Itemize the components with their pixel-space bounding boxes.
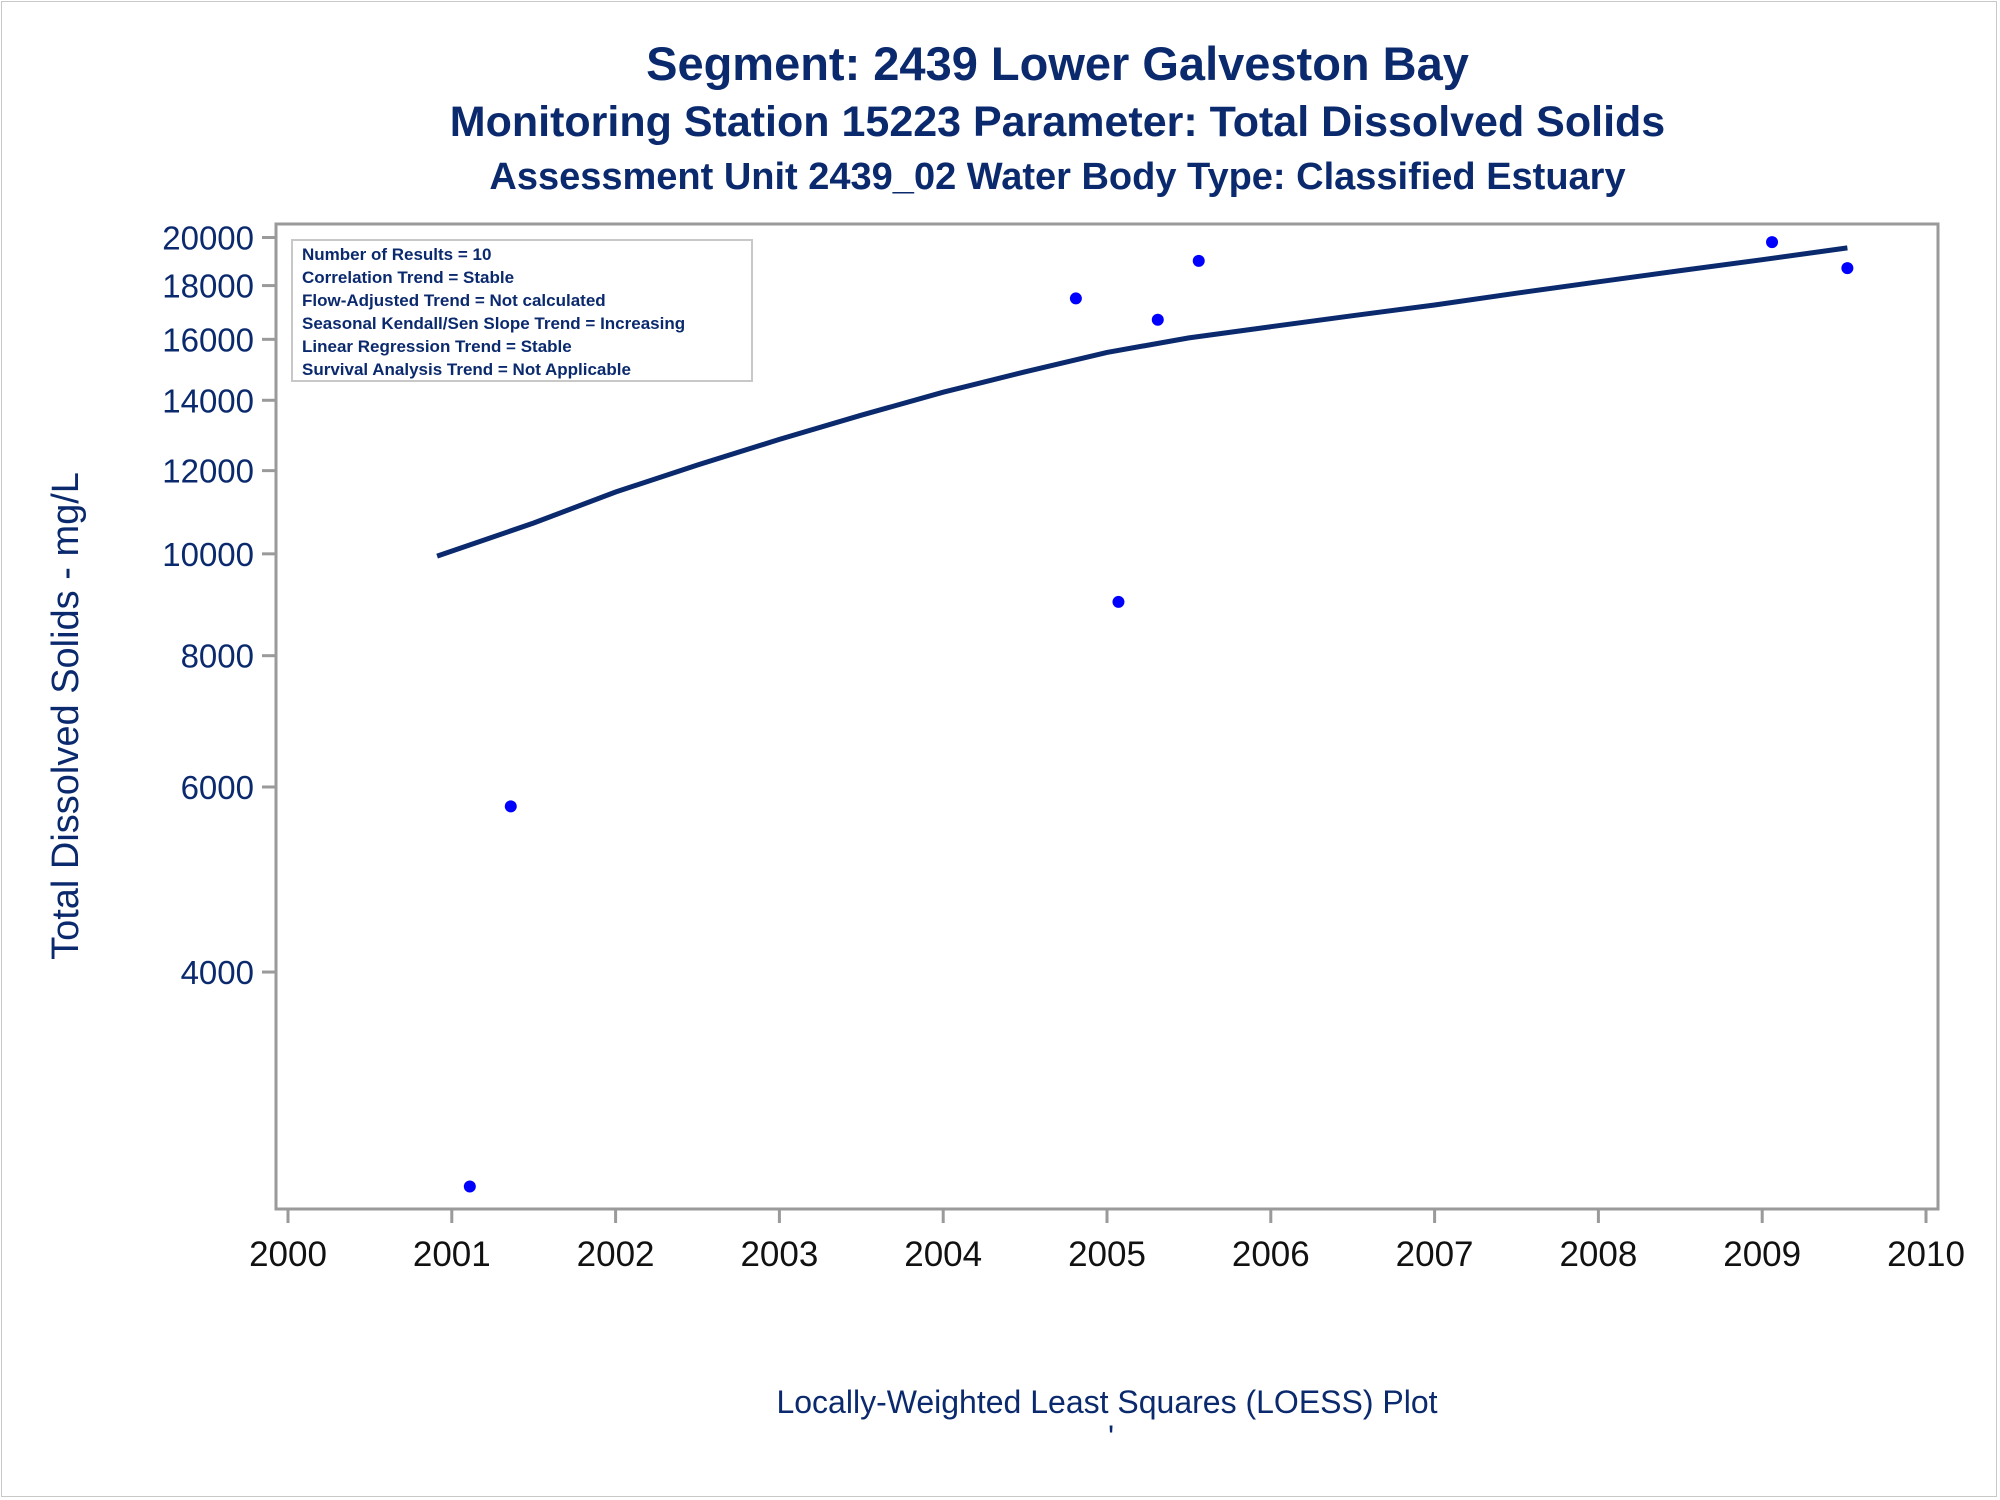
- x-tick-label-2007: 2007: [1396, 1235, 1474, 1274]
- data-point-10: [1841, 262, 1854, 275]
- x-tick-label-2003: 2003: [740, 1235, 818, 1274]
- y-tick-label-20000: 20000: [162, 219, 254, 256]
- stat-survival-analysis-trend: Survival Analysis Trend = Not Applicable: [302, 360, 631, 379]
- data-point-8: [1192, 254, 1205, 267]
- x-tick-label-2009: 2009: [1723, 1235, 1801, 1274]
- x-tick-label-2004: 2004: [904, 1235, 982, 1274]
- y-tick-label-4000: 4000: [181, 954, 254, 991]
- data-point-6: [1112, 595, 1125, 608]
- data-point-3: [504, 800, 517, 813]
- x-tick-label-2001: 2001: [413, 1235, 491, 1274]
- statistics-box-border: [291, 239, 753, 382]
- x-tick-label-2005: 2005: [1068, 1235, 1146, 1274]
- loess-trend-line: [436, 245, 1848, 559]
- x-tick-label-2010: 2010: [1887, 1235, 1965, 1274]
- data-point-9: [1766, 236, 1779, 249]
- x-tick-label-2000: 2000: [249, 1235, 327, 1274]
- x-axis-label: Locally-Weighted Least Squares (LOESS) P…: [776, 1384, 1437, 1420]
- stat-correlation-trend: Correlation Trend = Stable: [302, 268, 514, 287]
- chart-subtitle-assessment: Assessment Unit 2439_02 Water Body Type:…: [489, 156, 1626, 198]
- y-tick-label-8000: 8000: [181, 638, 254, 675]
- data-point-5: [1069, 292, 1082, 305]
- y-tick-label-10000: 10000: [162, 536, 254, 573]
- x-tick-label-2008: 2008: [1559, 1235, 1637, 1274]
- y-tick-label-12000: 12000: [162, 453, 254, 490]
- stat-linear-regression-trend: Linear Regression Trend = Stable: [302, 337, 572, 356]
- y-tick-label-16000: 16000: [162, 321, 254, 358]
- x-tick-label-2002: 2002: [577, 1235, 655, 1274]
- stat-seasonal-kendall-trend: Seasonal Kendall/Sen Slope Trend = Incre…: [302, 314, 685, 333]
- y-tick-label-6000: 6000: [181, 769, 254, 806]
- chart-subtitle-station: Monitoring Station 15223 Parameter: Tota…: [449, 98, 1666, 146]
- y-tick-label-18000: 18000: [162, 268, 254, 305]
- stat-number-of-results: Number of Results = 10: [302, 245, 491, 264]
- x-tick-label-2006: 2006: [1232, 1235, 1310, 1274]
- footnote-mark: ': [1108, 1419, 1114, 1455]
- data-point-7: [1151, 313, 1164, 326]
- x-axis: 2000 2001 2002 2003 2004 2005 2006 2007 2008 2009…: [249, 1209, 1965, 1274]
- y-tick-label-14000: 14000: [162, 382, 254, 419]
- data-point-2: [463, 1180, 476, 1193]
- chart-title: Segment: 2439 Lower Galveston Bay: [646, 37, 1469, 90]
- y-axis: 4000 6000 8000 10000 12000 14000 16000 18000 200…: [162, 219, 276, 991]
- statistics-legend-box: Number of Results = 10 Correlation Trend…: [291, 239, 753, 382]
- y-axis-label: Total Dissolved Solids - mg/L: [45, 472, 87, 960]
- stat-flow-adjusted-trend: Flow-Adjusted Trend = Not calculated: [302, 291, 606, 310]
